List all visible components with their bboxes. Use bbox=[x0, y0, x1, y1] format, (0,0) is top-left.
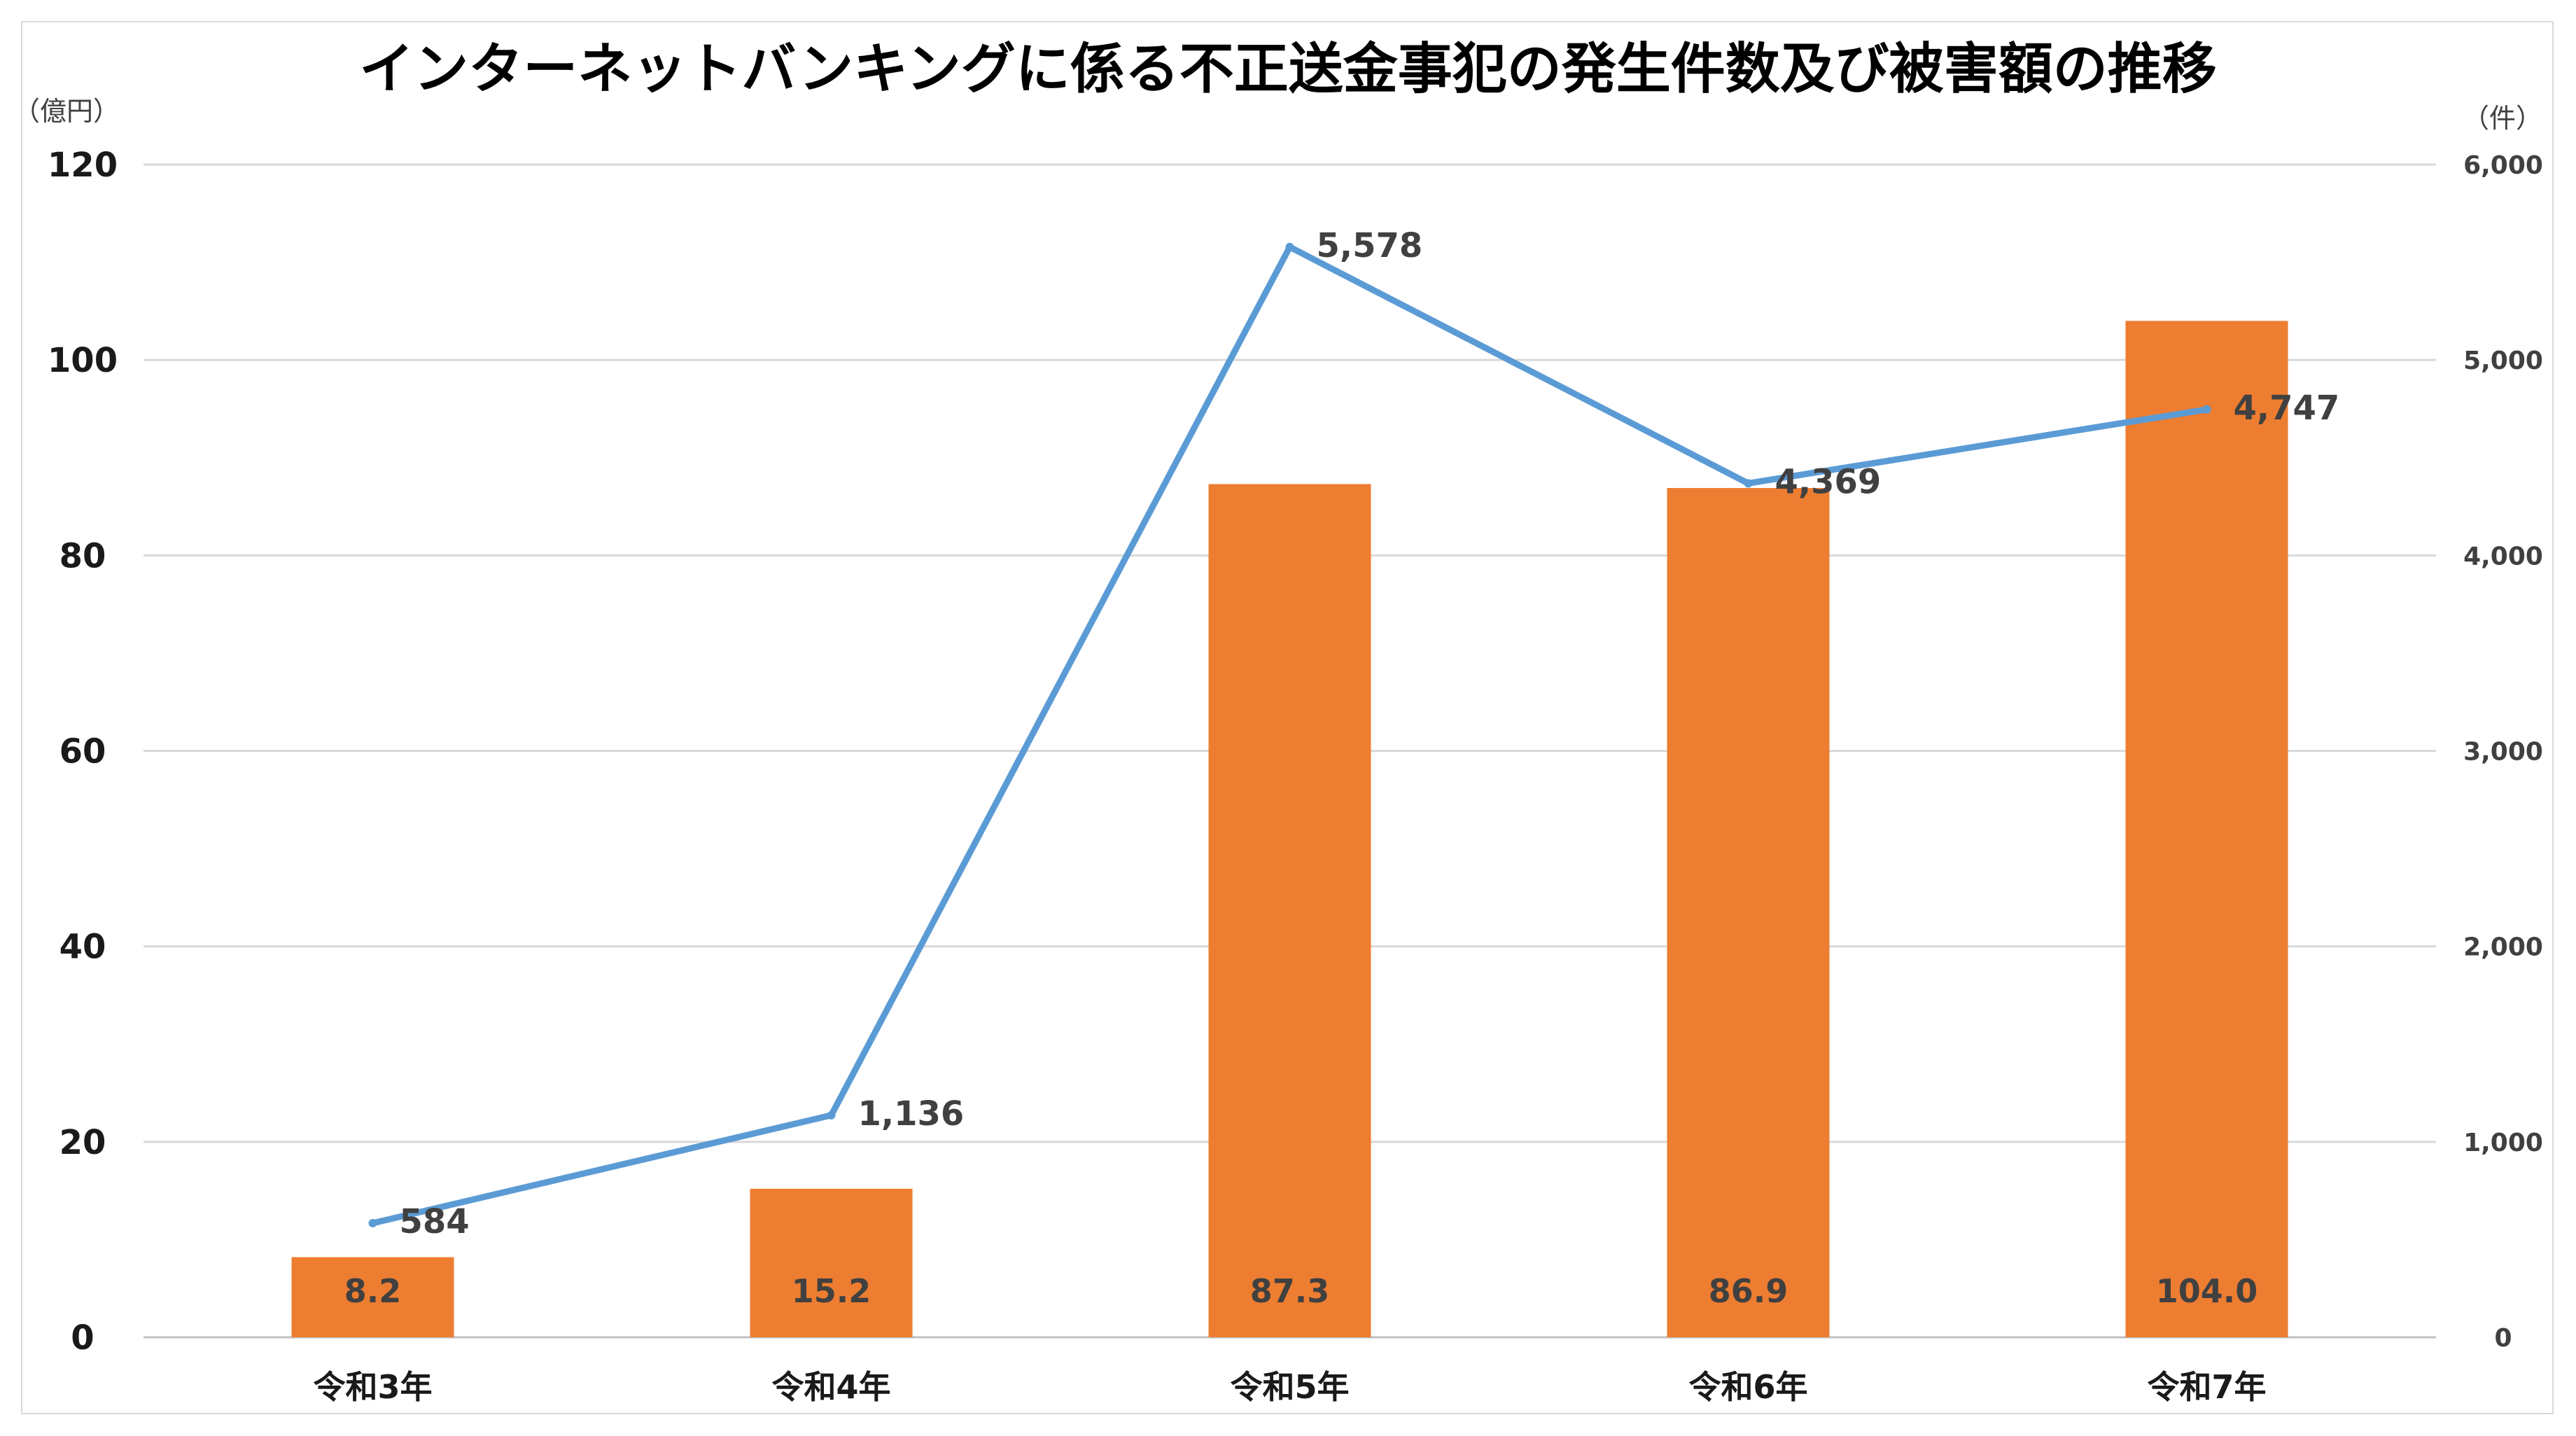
line-value-label: 1,136 bbox=[858, 1094, 965, 1134]
bar bbox=[2125, 321, 2288, 1337]
x-tick-label: 令和4年 bbox=[771, 1368, 890, 1406]
x-tick-label: 令和5年 bbox=[1230, 1368, 1349, 1406]
x-tick-label: 令和7年 bbox=[2147, 1368, 2266, 1406]
bar bbox=[1667, 488, 1830, 1338]
y-right-tick-label: 1,000 bbox=[2463, 1129, 2543, 1157]
y-right-tick-label: 5,000 bbox=[2463, 347, 2543, 375]
data-labels: 8.2 15.2 87.3 86.9 104.0 584 1,136 5,578 4,369 4,… bbox=[344, 226, 2340, 1310]
line-value-label: 4,369 bbox=[1775, 462, 1882, 501]
bar-series bbox=[291, 321, 2288, 1338]
line-point bbox=[827, 1110, 836, 1120]
line-point bbox=[2202, 405, 2211, 414]
bar bbox=[291, 1257, 454, 1337]
axes: 0 0 20 1,000 40 2,000 60 3,000 80 4,000 100 5,000 12… bbox=[48, 146, 2543, 1406]
left-axis-unit: （億円） bbox=[13, 96, 120, 127]
line-value-label: 4,747 bbox=[2234, 389, 2340, 428]
line-point bbox=[1744, 479, 1753, 488]
bar-value-label: 86.9 bbox=[1709, 1272, 1788, 1310]
y-left-tick-label: 0 bbox=[71, 1318, 94, 1358]
right-axis-unit: （件） bbox=[2463, 103, 2542, 134]
line-point bbox=[1285, 242, 1294, 251]
y-left-tick-label: 20 bbox=[59, 1123, 106, 1162]
y-right-tick-label: 4,000 bbox=[2463, 542, 2543, 571]
y-left-tick-label: 60 bbox=[59, 732, 106, 772]
y-left-tick-label: 40 bbox=[59, 928, 106, 967]
x-tick-label: 令和3年 bbox=[313, 1368, 432, 1406]
line-series bbox=[368, 242, 2211, 1227]
bar-value-label: 104.0 bbox=[2156, 1272, 2258, 1310]
bar bbox=[750, 1188, 913, 1337]
line-value-label: 584 bbox=[400, 1202, 470, 1241]
line-value-label: 5,578 bbox=[1317, 226, 1423, 265]
y-right-tick-label: 0 bbox=[2494, 1324, 2512, 1353]
bar bbox=[1208, 484, 1371, 1337]
x-tick-label: 令和6年 bbox=[1688, 1368, 1807, 1406]
y-left-tick-label: 80 bbox=[59, 536, 106, 576]
y-right-tick-label: 2,000 bbox=[2463, 933, 2543, 962]
y-left-tick-label: 100 bbox=[48, 341, 118, 380]
bar-value-label: 87.3 bbox=[1250, 1272, 1330, 1310]
y-right-tick-label: 6,000 bbox=[2463, 151, 2543, 180]
chart-title: インターネットバンキングに係る不正送金事犯の発生件数及び被害額の推移 bbox=[359, 38, 2217, 101]
bar-value-label: 15.2 bbox=[792, 1272, 872, 1310]
bar-value-label: 8.2 bbox=[344, 1272, 402, 1310]
y-left-tick-label: 120 bbox=[48, 146, 118, 185]
line-point bbox=[368, 1218, 377, 1227]
y-right-tick-label: 3,000 bbox=[2463, 738, 2543, 767]
